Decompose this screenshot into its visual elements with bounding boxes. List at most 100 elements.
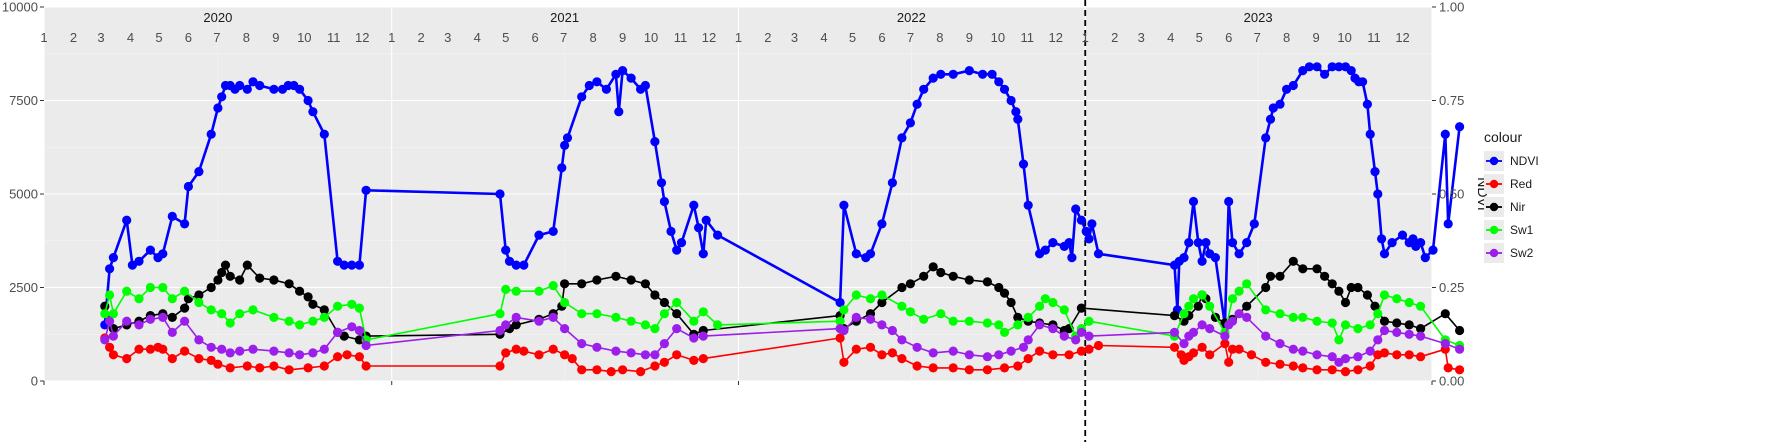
data-point-sw1 (1298, 312, 1308, 322)
data-point-sw2 (1353, 352, 1363, 362)
data-point-sw1 (936, 309, 946, 319)
y2-tick-label: 1.00 (1439, 0, 1464, 15)
data-point-ndvi (105, 264, 115, 274)
data-point-ndvi (1040, 245, 1050, 255)
data-point-nir (1320, 271, 1330, 281)
data-point-sw1 (626, 316, 636, 326)
data-point-sw2 (650, 350, 660, 360)
data-point-nir (928, 262, 938, 272)
data-point-sw2 (1006, 346, 1016, 356)
data-point-sw1 (269, 312, 279, 322)
data-point-nir (919, 271, 929, 281)
data-point-red (689, 355, 699, 365)
data-point-nir (511, 320, 521, 330)
data-point-ndvi (887, 178, 898, 188)
data-point-sw1 (511, 286, 521, 296)
data-point-nir (905, 279, 916, 289)
data-point-red (1353, 365, 1363, 375)
data-point-ndvi (1179, 253, 1189, 263)
data-point-sw2 (347, 322, 357, 332)
data-point-red (319, 361, 329, 371)
data-point-red (851, 344, 861, 354)
year-label: 2020 (203, 10, 232, 25)
series-layer (100, 62, 1465, 377)
data-point-red (511, 344, 521, 354)
data-point-nir (877, 297, 887, 308)
data-point-sw2 (1242, 312, 1252, 322)
data-point-sw1 (1392, 294, 1402, 304)
data-point-sw1 (122, 286, 132, 296)
month-label: 11 (674, 30, 688, 45)
data-point-sw2 (1076, 327, 1086, 337)
data-point-ndvi (1076, 215, 1086, 225)
month-label: 9 (1312, 30, 1319, 45)
data-point-red (534, 350, 544, 360)
data-point-sw2 (100, 335, 110, 345)
data-point-ndvi (1201, 238, 1211, 248)
data-point-sw2 (158, 312, 168, 322)
data-point-sw2 (1018, 342, 1029, 352)
data-point-sw2 (1327, 352, 1337, 362)
month-label: 4 (1167, 30, 1174, 45)
data-point-red (1288, 361, 1298, 371)
data-point-red (698, 354, 708, 364)
data-point-ndvi (108, 253, 118, 263)
legend-key-point (1489, 156, 1499, 166)
data-point-red (1076, 346, 1086, 356)
data-point-nir (1334, 286, 1344, 296)
month-label: 2 (1111, 30, 1118, 45)
data-point-ndvi (1234, 249, 1244, 259)
data-point-sw2 (511, 312, 521, 322)
y2-tick-label: 0.75 (1439, 93, 1464, 108)
data-point-red (134, 344, 144, 354)
legend: colour NDVI Red Nir Sw1 Sw2 (1484, 129, 1539, 263)
data-point-red (145, 344, 155, 354)
data-point-sw2 (626, 348, 636, 358)
data-point-ndvi (180, 219, 190, 229)
data-point-sw1 (108, 309, 118, 319)
data-point-sw1 (1184, 301, 1194, 311)
data-point-sw1 (1312, 316, 1322, 326)
data-point-sw2 (145, 314, 155, 324)
data-point-ndvi (1242, 238, 1252, 248)
data-point-ndvi (1011, 107, 1021, 117)
data-point-ndvi (672, 245, 682, 255)
legend-key-nir (1484, 197, 1504, 217)
data-point-ndvi (122, 215, 132, 225)
data-point-sw2 (1379, 325, 1390, 336)
data-point-ndvi (1327, 62, 1337, 72)
data-point-ndvi (611, 69, 621, 79)
data-point-sw2 (611, 346, 621, 356)
data-point-sw2 (1084, 331, 1094, 341)
month-label: 5 (849, 30, 856, 45)
data-point-nir (1362, 290, 1372, 300)
data-point-ndvi (1184, 238, 1194, 248)
data-point-nir (897, 282, 907, 293)
data-point-sw2 (1227, 316, 1238, 326)
data-point-ndvi (928, 73, 938, 83)
data-point-ndvi (912, 99, 922, 109)
month-label: 11 (327, 30, 341, 45)
data-point-ndvi (1023, 200, 1033, 210)
data-point-sw1 (865, 294, 876, 304)
data-point-red (303, 363, 313, 373)
data-point-sw2 (1298, 346, 1308, 356)
data-point-ndvi (1018, 159, 1029, 169)
month-label: 1 (735, 30, 742, 45)
data-point-sw2 (534, 316, 544, 326)
data-point-red (1035, 346, 1045, 356)
data-point-ndvi (1373, 189, 1383, 199)
data-point-red (1404, 350, 1414, 360)
y-axis-left: 0 2500 5000 7500 10000 (2, 0, 44, 389)
data-point-nir (213, 275, 223, 285)
data-point-sw2 (640, 350, 651, 360)
month-label: 12 (355, 30, 369, 45)
data-point-nir (1076, 303, 1086, 313)
data-point-sw2 (698, 331, 708, 341)
data-point-sw2 (248, 344, 258, 354)
data-point-red (105, 342, 115, 352)
data-point-ndvi (519, 260, 529, 270)
data-point-sw2 (897, 335, 907, 345)
data-point-sw2 (1179, 339, 1189, 349)
data-point-nir (217, 267, 227, 278)
